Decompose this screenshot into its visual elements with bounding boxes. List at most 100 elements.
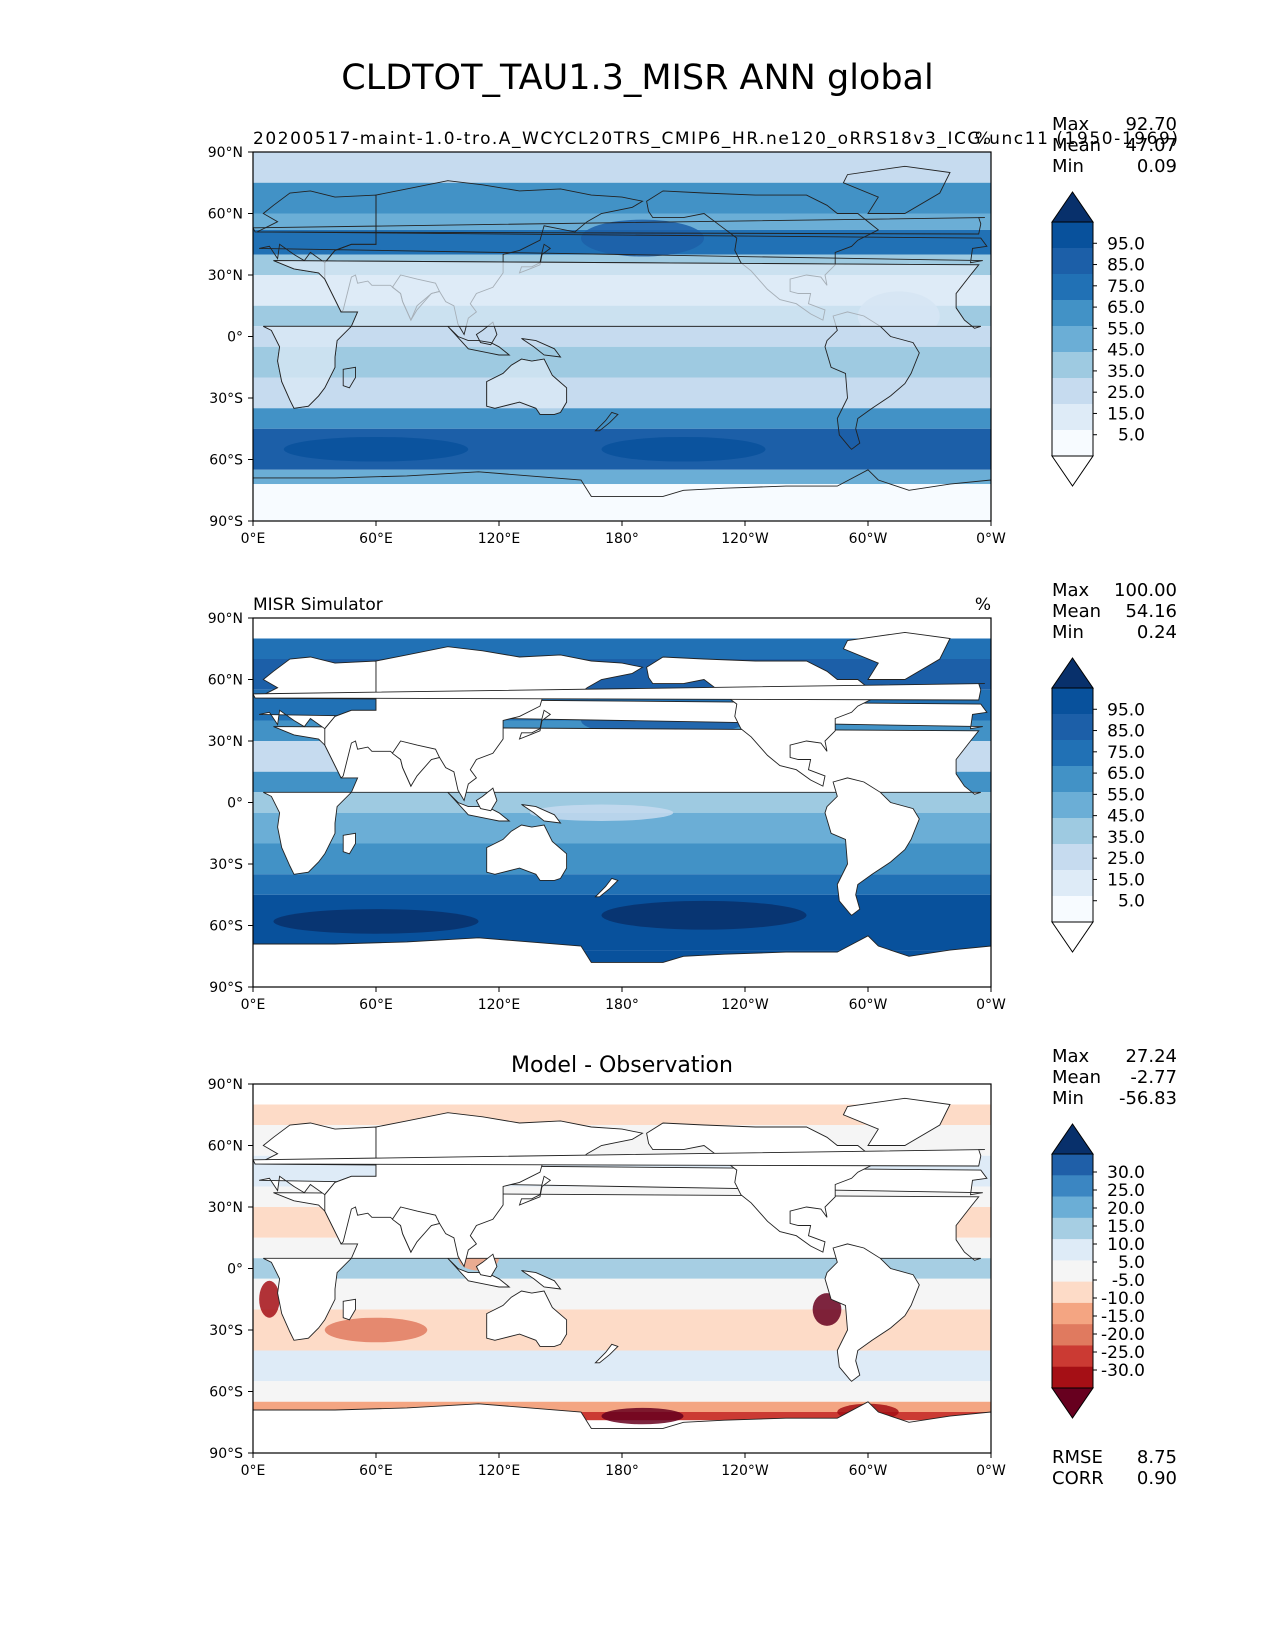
colorbar-segment xyxy=(1052,248,1093,275)
field-band xyxy=(253,1381,991,1402)
lon-tick-label: 180° xyxy=(605,1463,639,1479)
lon-tick-label: 0°W xyxy=(976,531,1006,547)
lon-tick-label: 120°E xyxy=(478,531,521,547)
stat-value: 47.07 xyxy=(1125,135,1177,156)
colorbar-tick-label: 15.0 xyxy=(1107,1217,1145,1237)
lon-tick-label: 180° xyxy=(605,531,639,547)
colorbar-obs: 95.085.075.065.055.045.035.025.015.05.0 xyxy=(1051,657,1145,953)
colorbar-tick-label: 25.0 xyxy=(1107,849,1145,869)
map-panel-model: 90°N 60°N 30°N 0° 30°S 60°S 90°S0°E 60°E 120°E 18… xyxy=(208,114,1178,547)
colorbar-tick-label: 35.0 xyxy=(1107,362,1145,382)
land-field-africa xyxy=(263,260,981,409)
field-band xyxy=(253,408,991,429)
lat-tick-label: 90°N xyxy=(208,611,243,627)
colorbar-segment xyxy=(1052,740,1093,767)
colorbar-tick-label: 75.0 xyxy=(1107,277,1145,297)
stat-value: 0.24 xyxy=(1137,622,1177,643)
colorbar-tick-label: 85.0 xyxy=(1107,722,1145,742)
colorbar-segment xyxy=(1052,378,1093,405)
panel-center-title: Model - Observation xyxy=(511,1053,733,1078)
coastline-greenland xyxy=(842,1097,951,1146)
field-blob xyxy=(259,1280,280,1318)
field-band xyxy=(253,1350,991,1382)
field-band xyxy=(253,152,991,183)
field-blob xyxy=(324,1317,428,1343)
lon-tick-label: 60°E xyxy=(359,997,393,1013)
colorbar-tick-label: 95.0 xyxy=(1107,234,1145,254)
stat-label: Mean xyxy=(1052,1067,1101,1088)
coastline-indonesia xyxy=(447,1257,511,1288)
colorbar-frame xyxy=(1051,221,1094,457)
colorbar-segment xyxy=(1052,870,1093,897)
colorbar-segment xyxy=(1052,844,1093,871)
stat-label: Max xyxy=(1052,114,1090,135)
extra-stat-label: CORR xyxy=(1052,1468,1104,1489)
colorbar-extend-bottom xyxy=(1051,921,1094,953)
stat-value: -2.77 xyxy=(1130,1067,1177,1088)
stat-label: Min xyxy=(1052,1088,1084,1109)
coastline-greenland xyxy=(842,165,951,214)
colorbar-tick-label: -10.0 xyxy=(1101,1289,1145,1309)
colorbar-frame xyxy=(1051,687,1094,923)
lat-tick-label: 30°S xyxy=(209,1323,243,1339)
colorbar-segment xyxy=(1052,792,1093,819)
colorbar-segment xyxy=(1052,1366,1093,1389)
colorbar-segment xyxy=(1052,300,1093,327)
colorbar-segment xyxy=(1052,352,1093,379)
lat-tick-label: 30°N xyxy=(208,268,243,284)
field-blob xyxy=(601,900,807,930)
coastline-antarctica xyxy=(253,469,991,521)
stat-label: Max xyxy=(1052,1046,1090,1067)
lat-tick-label: 60°N xyxy=(208,207,243,223)
colorbar-tick-label: -30.0 xyxy=(1101,1361,1145,1381)
map-panel-diff: 90°N 60°N 30°N 0° 30°S 60°S 90°S0°E 60°E 120°E 18… xyxy=(208,1046,1177,1489)
colorbar-tick-label: 25.0 xyxy=(1107,383,1145,403)
coastline-madagascar xyxy=(342,366,356,389)
panel-right-title: % xyxy=(975,129,991,149)
coastline-australia xyxy=(486,824,568,881)
lon-tick-label: 60°W xyxy=(849,997,888,1013)
coastline-borneo xyxy=(475,787,498,812)
lat-tick-label: 90°N xyxy=(208,1077,243,1093)
lat-tick-label: 0° xyxy=(227,796,243,812)
coastline-nz xyxy=(594,877,619,898)
colorbar-extend-bottom xyxy=(1051,1387,1094,1419)
colorbar-model: 95.085.075.065.055.045.035.025.015.05.0 xyxy=(1051,191,1145,487)
lon-tick-label: 0°W xyxy=(976,997,1006,1013)
coastline-newguinea xyxy=(521,338,562,358)
stat-label: Max xyxy=(1052,580,1090,601)
colorbar-segment xyxy=(1052,404,1093,431)
stat-label: Mean xyxy=(1052,601,1101,622)
colorbar-tick-label: 15.0 xyxy=(1107,404,1145,424)
colorbar-tick-label: 5.0 xyxy=(1118,1253,1145,1273)
field-band xyxy=(253,377,991,409)
field-band xyxy=(253,182,991,214)
coastline-uk xyxy=(253,683,985,701)
colorbar-segment xyxy=(1052,1154,1093,1176)
coastline-uk xyxy=(253,217,985,235)
field-obs xyxy=(253,618,991,987)
lon-tick-label: 120°E xyxy=(478,997,521,1013)
lat-tick-label: 90°S xyxy=(209,1446,243,1462)
field-blob xyxy=(529,804,674,821)
coastline-samerica xyxy=(824,311,920,450)
lat-tick-label: 60°S xyxy=(209,1385,243,1401)
colorbar-segment xyxy=(1052,222,1093,249)
lat-tick-label: 60°N xyxy=(208,673,243,689)
colorbar-segment xyxy=(1052,1302,1093,1325)
coastline-uk xyxy=(253,1149,985,1167)
coastline-samerica xyxy=(824,777,920,916)
lat-tick-label: 60°S xyxy=(209,919,243,935)
field-model xyxy=(253,152,991,521)
lon-tick-label: 0°E xyxy=(241,1463,266,1479)
coastline-newguinea xyxy=(521,1270,562,1290)
coastline-madagascar xyxy=(342,832,356,855)
field-band xyxy=(253,874,991,895)
colorbar-tick-label: 65.0 xyxy=(1107,298,1145,318)
extra-stat-label: RMSE xyxy=(1052,1447,1103,1468)
lon-tick-label: 60°E xyxy=(359,1463,393,1479)
lat-tick-label: 30°S xyxy=(209,857,243,873)
lon-tick-label: 120°W xyxy=(721,997,769,1013)
lon-tick-label: 120°W xyxy=(721,1463,769,1479)
lat-tick-label: 0° xyxy=(227,330,243,346)
